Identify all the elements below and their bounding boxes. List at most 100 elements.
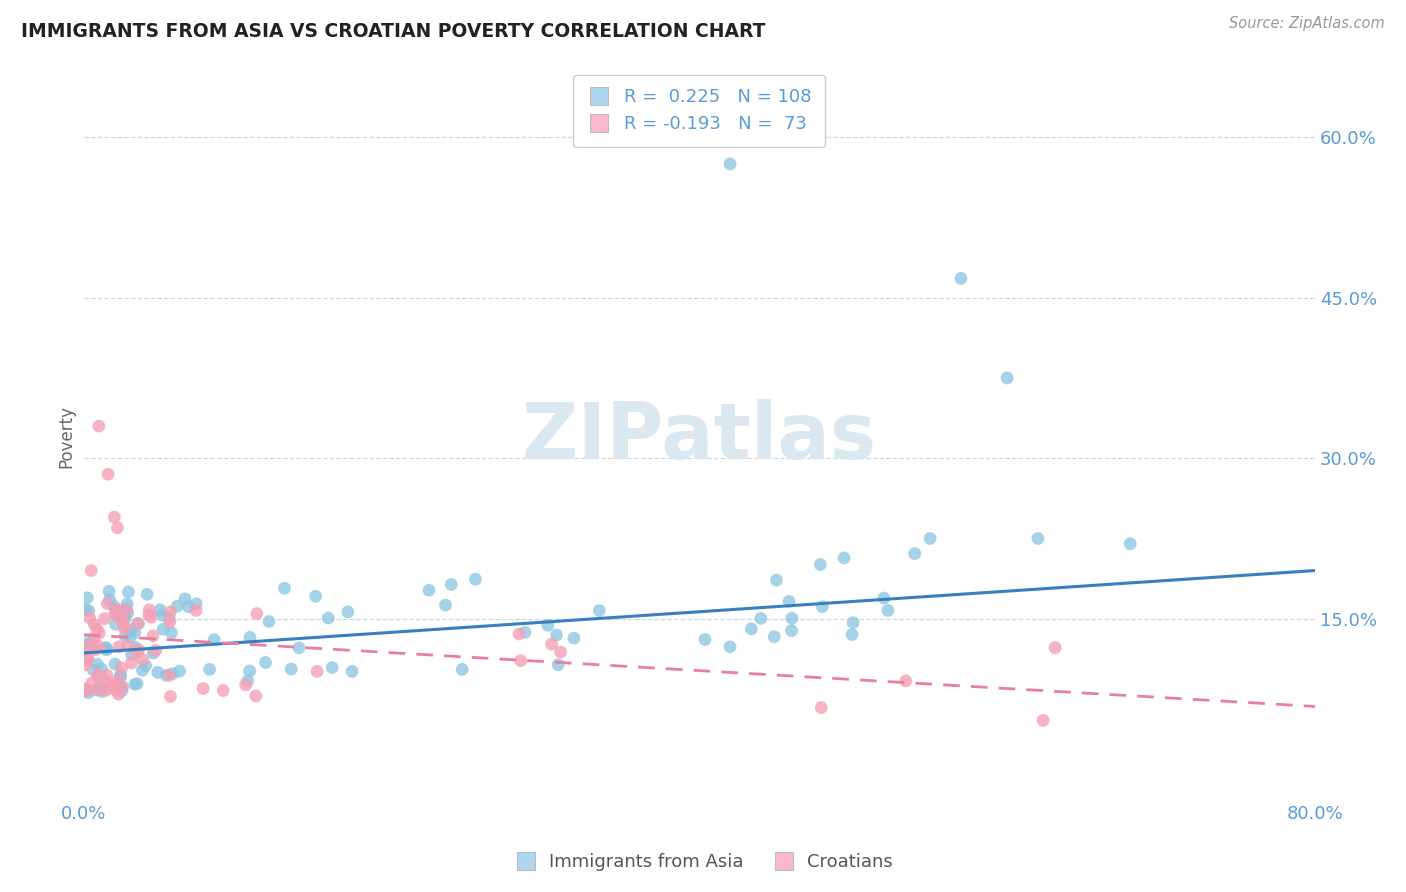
- Point: [321, 660, 343, 674]
- Point: [995, 371, 1018, 385]
- Point: [718, 640, 741, 654]
- Point: [76, 651, 98, 665]
- Point: [89, 680, 111, 694]
- Point: [80, 564, 103, 578]
- Point: [778, 594, 800, 608]
- Point: [83, 632, 105, 646]
- Point: [508, 627, 530, 641]
- Point: [236, 673, 259, 688]
- Point: [245, 689, 267, 703]
- Point: [94, 640, 117, 655]
- Point: [307, 665, 329, 679]
- Point: [157, 611, 180, 625]
- Point: [246, 607, 269, 621]
- Point: [808, 558, 831, 572]
- Point: [588, 603, 610, 617]
- Point: [105, 521, 128, 535]
- Point: [150, 608, 173, 623]
- Point: [83, 617, 105, 632]
- Point: [76, 653, 98, 667]
- Point: [124, 640, 146, 655]
- Point: [305, 589, 328, 603]
- Point: [434, 598, 457, 612]
- Point: [131, 663, 153, 677]
- Point: [94, 673, 117, 688]
- Point: [124, 625, 146, 640]
- Point: [127, 645, 149, 659]
- Point: [1043, 640, 1066, 655]
- Point: [93, 612, 115, 626]
- Point: [547, 657, 569, 672]
- Point: [82, 663, 104, 677]
- Point: [873, 591, 896, 606]
- Point: [110, 680, 132, 694]
- Point: [98, 584, 121, 599]
- Point: [257, 615, 280, 629]
- Point: [75, 657, 97, 672]
- Point: [103, 678, 125, 692]
- Point: [193, 681, 215, 696]
- Point: [79, 632, 101, 647]
- Point: [174, 591, 197, 606]
- Point: [80, 676, 103, 690]
- Point: [894, 673, 917, 688]
- Point: [157, 668, 180, 682]
- Point: [75, 602, 97, 616]
- Point: [114, 611, 136, 625]
- Point: [75, 681, 97, 696]
- Point: [107, 602, 129, 616]
- Point: [546, 628, 568, 642]
- Point: [765, 573, 787, 587]
- Point: [107, 673, 129, 688]
- Point: [336, 605, 359, 619]
- Point: [693, 632, 716, 647]
- Point: [740, 622, 762, 636]
- Point: [115, 602, 138, 616]
- Point: [235, 678, 257, 692]
- Point: [562, 631, 585, 645]
- Point: [103, 599, 125, 613]
- Point: [73, 684, 96, 698]
- Point: [111, 661, 134, 675]
- Point: [86, 657, 108, 672]
- Point: [440, 577, 463, 591]
- Point: [105, 608, 128, 623]
- Point: [121, 623, 143, 637]
- Point: [718, 157, 741, 171]
- Point: [96, 642, 118, 657]
- Point: [90, 662, 112, 676]
- Point: [115, 597, 138, 611]
- Point: [108, 640, 131, 654]
- Point: [76, 591, 98, 605]
- Point: [89, 682, 111, 697]
- Point: [159, 690, 181, 704]
- Point: [155, 668, 177, 682]
- Point: [86, 667, 108, 681]
- Point: [86, 683, 108, 698]
- Point: [104, 683, 127, 698]
- Point: [110, 669, 132, 683]
- Point: [254, 656, 277, 670]
- Point: [125, 676, 148, 690]
- Point: [96, 683, 118, 698]
- Point: [79, 611, 101, 625]
- Point: [112, 611, 135, 625]
- Point: [149, 603, 172, 617]
- Point: [780, 624, 803, 638]
- Point: [132, 652, 155, 666]
- Point: [1026, 532, 1049, 546]
- Point: [77, 638, 100, 652]
- Text: Source: ZipAtlas.com: Source: ZipAtlas.com: [1229, 16, 1385, 31]
- Point: [340, 665, 363, 679]
- Point: [146, 665, 169, 680]
- Point: [842, 615, 865, 630]
- Point: [114, 622, 136, 636]
- Point: [76, 644, 98, 658]
- Point: [91, 684, 114, 698]
- Point: [198, 662, 221, 676]
- Point: [316, 611, 339, 625]
- Text: IMMIGRANTS FROM ASIA VS CROATIAN POVERTY CORRELATION CHART: IMMIGRANTS FROM ASIA VS CROATIAN POVERTY…: [21, 22, 766, 41]
- Point: [96, 668, 118, 682]
- Point: [128, 642, 150, 657]
- Point: [77, 685, 100, 699]
